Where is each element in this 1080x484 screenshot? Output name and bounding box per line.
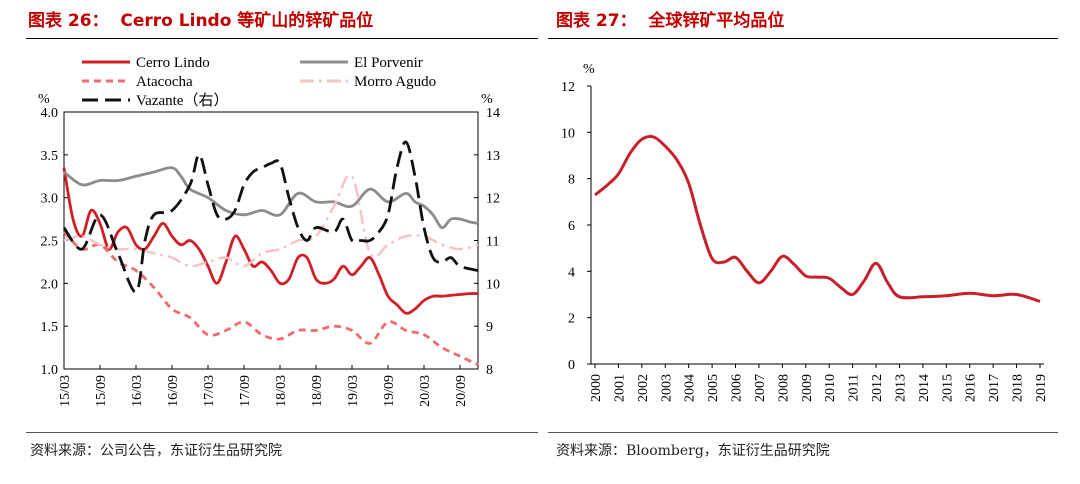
right-chart-title: 图表 27： 全球锌矿平均品位 [556, 11, 785, 31]
left-y-tick-label: 3.0 [41, 192, 59, 207]
global-y-tick-label: 4 [568, 265, 575, 280]
right-source-rule [548, 432, 1058, 433]
left-x-tick-label: 17/03 [202, 375, 217, 407]
global-y-tick-label: 12 [561, 80, 575, 95]
left-x-tick-label: 15/09 [94, 375, 109, 407]
left-y-tick-label: 2.0 [41, 277, 59, 292]
right-axis-y-tick-label: 10 [486, 277, 500, 292]
global-x-tick-label: 2001 [612, 374, 627, 402]
left-x-tick-label: 20/03 [418, 375, 433, 407]
global-x-tick-label: 2007 [753, 374, 768, 402]
left-x-tick-label: 16/09 [166, 375, 181, 407]
right-axis-y-tick-label: 14 [486, 106, 500, 121]
global-x-tick-label: 2012 [870, 374, 885, 402]
global-x-tick-label: 2011 [847, 374, 862, 401]
global-x-tick-label: 2009 [800, 374, 815, 402]
left-y-tick-label: 4.0 [41, 106, 59, 121]
series-line-atacocha [62, 230, 479, 366]
left-x-tick-label: 18/09 [310, 375, 325, 407]
global-x-tick-label: 2000 [589, 374, 604, 402]
right-source-note: 资料来源：Bloomberg，东证衍生品研究院 [556, 443, 830, 459]
global-x-tick-label: 2014 [917, 374, 932, 402]
left-source-note: 资料来源：公司公告，东证衍生品研究院 [30, 443, 282, 459]
left-plot-frame [63, 111, 479, 370]
global-x-tick-label: 2013 [893, 374, 908, 402]
right-axis-y-tick-label: 11 [486, 235, 499, 250]
global-x-tick-label: 2008 [776, 374, 791, 402]
series-line-vazante [62, 140, 479, 294]
global-x-tick-label: 2010 [823, 374, 838, 402]
right-axis-y-tick-label: 13 [486, 149, 500, 164]
legend-label-el-porvenir: El Porvenir [354, 55, 423, 71]
left-y-tick-label: 1.0 [41, 363, 59, 378]
left-chart: 1.0 1.5 2.0 2.5 3.0 3.5 4.0% 8 9 10 11 12 13 14% 15/03… [38, 55, 500, 407]
global-x-tick-label: 2019 [1034, 374, 1049, 402]
global-y-tick-label: 0 [568, 358, 575, 373]
legend-label-vazante: Vazante（右） [136, 92, 228, 109]
left-x-tick-label: 16/03 [130, 375, 145, 407]
left-x-tick-label: 20/09 [454, 375, 469, 407]
right-chart: 0 2 4 6 8 10 12% 2000 2001 2002 2003 2004 2005 2006 20… [561, 62, 1049, 402]
left-y-tick-label: 3.5 [41, 149, 59, 164]
right-title-rule [548, 38, 1058, 39]
left-x-tick-label: 18/03 [274, 375, 289, 407]
series-line-cerro-lindo [62, 167, 479, 315]
global-zinc-grade-line [594, 134, 1041, 303]
global-x-tick-label: 2015 [940, 374, 955, 402]
legend-label-atacocha: Atacocha [136, 74, 193, 90]
global-x-tick-label: 2016 [964, 374, 979, 402]
series-line-el-porvenir [63, 166, 479, 230]
global-y-unit-label: % [583, 62, 595, 77]
global-y-tick-label: 6 [568, 219, 575, 234]
global-y-tick-label: 10 [561, 126, 575, 141]
left-y-tick-label: 2.5 [41, 235, 59, 250]
right-y-unit-label: % [481, 92, 493, 107]
left-x-tick-label: 19/09 [382, 375, 397, 407]
left-y-unit-label: % [38, 92, 50, 107]
global-x-tick-label: 2003 [659, 374, 674, 402]
left-source-rule [26, 432, 538, 433]
global-y-tick-label: 8 [568, 173, 575, 188]
legend-label-morro-agudo: Morro Agudo [354, 74, 436, 90]
legend-label-cerro-lindo: Cerro Lindo [136, 55, 210, 71]
right-axis-y-tick-label: 8 [486, 363, 493, 378]
right-axis-y-tick-label: 12 [486, 192, 500, 207]
right-axis-y-tick-label: 9 [486, 320, 493, 335]
series-line-morro-agudo [63, 173, 479, 268]
global-x-tick-label: 2018 [1011, 374, 1026, 402]
left-x-tick-label: 15/03 [58, 375, 73, 407]
global-y-tick-label: 2 [568, 312, 575, 327]
left-x-tick-label: 17/09 [238, 375, 253, 407]
global-x-tick-label: 2017 [987, 374, 1002, 402]
global-x-tick-label: 2002 [636, 374, 651, 402]
left-title-rule [26, 38, 538, 39]
global-x-tick-label: 2006 [730, 374, 745, 402]
left-y-tick-label: 1.5 [41, 320, 59, 335]
left-chart-title: 图表 26： Cerro Lindo 等矿山的锌矿品位 [28, 11, 374, 31]
global-x-tick-label: 2005 [706, 374, 721, 402]
global-x-tick-label: 2004 [683, 374, 698, 402]
left-x-tick-label: 19/03 [346, 375, 361, 407]
